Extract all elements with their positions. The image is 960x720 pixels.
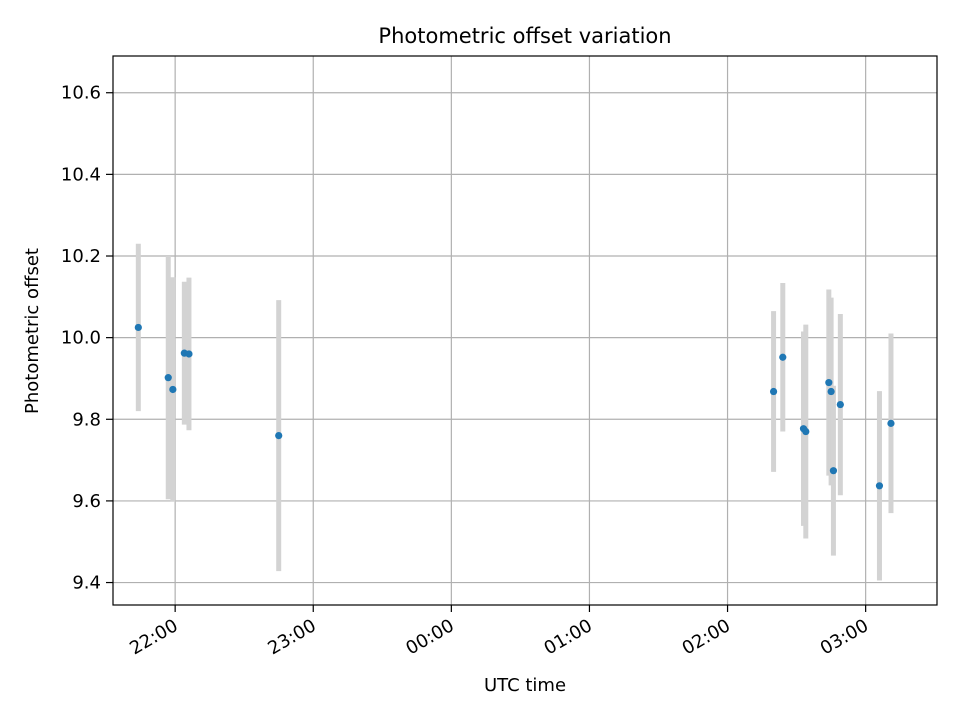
grid-layer <box>113 56 937 605</box>
data-point <box>836 400 844 409</box>
y-tick-label: 9.6 <box>72 491 101 512</box>
data-point <box>185 350 193 358</box>
x-tick-label: 00:00 <box>402 615 457 659</box>
data-point <box>779 353 787 361</box>
data-point <box>827 387 835 396</box>
data-point <box>134 323 142 332</box>
x-tick-label: 23:00 <box>264 615 319 659</box>
y-tick-label: 9.8 <box>72 409 101 430</box>
data-point <box>164 374 172 382</box>
y-tick-label: 10.6 <box>61 83 101 104</box>
errorbar-layer <box>135 243 894 581</box>
data-point <box>802 427 810 436</box>
plot-frame <box>112 55 938 606</box>
data-point <box>275 432 283 440</box>
y-axis-label: Photometric offset <box>22 248 43 414</box>
data-point <box>829 467 838 475</box>
x-tick-label: 22:00 <box>126 615 181 659</box>
marker-layer <box>134 323 895 490</box>
data-point <box>169 385 177 394</box>
data-point <box>769 387 778 396</box>
y-tick-label: 10.0 <box>61 328 101 349</box>
chart-title: Photometric offset variation <box>378 24 671 48</box>
data-point <box>875 482 884 490</box>
x-axis-label: UTC time <box>484 675 566 696</box>
x-tick-label: 03:00 <box>817 615 872 659</box>
y-tick-label: 10.2 <box>61 246 101 267</box>
y-tick-label: 9.4 <box>72 573 101 594</box>
data-point <box>887 419 895 427</box>
x-tick-label: 01:00 <box>541 615 596 659</box>
data-point <box>825 378 833 387</box>
x-tick-label: 02:00 <box>679 615 734 659</box>
y-tick-label: 10.4 <box>61 164 101 185</box>
